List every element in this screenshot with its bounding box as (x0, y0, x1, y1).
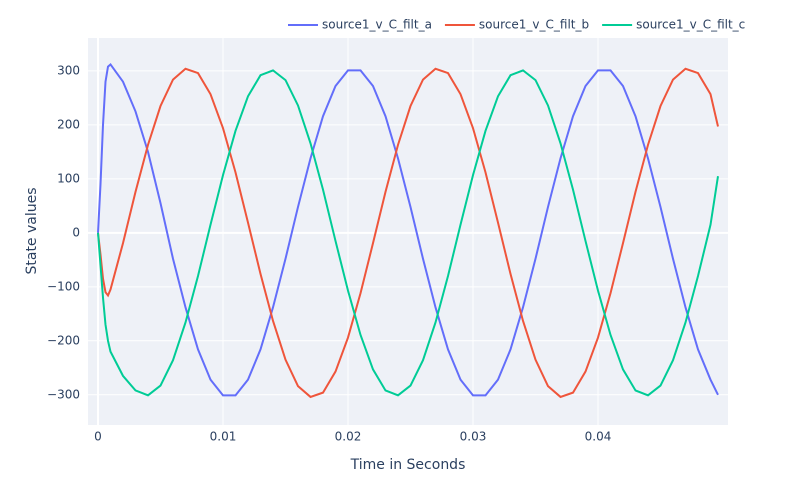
line (97, 62, 719, 397)
y-tick-label: 100 (57, 171, 80, 185)
x-axis-title: Time in Seconds (350, 457, 466, 473)
legend: source1_v_C_filt_a source1_v_C_filt_b sour… (282, 14, 759, 38)
x-tick-label: 0.04 (585, 430, 612, 444)
y-tick-label: −200 (47, 333, 80, 347)
x-tick-label: 0.01 (210, 430, 237, 444)
y-tick-label: 0 (72, 225, 80, 239)
y-tick-label: 200 (57, 117, 80, 131)
legend-label: source1_v_C_filt_b (479, 18, 589, 32)
x-tick-label: 0 (94, 430, 102, 444)
y-tick-label: 300 (57, 63, 80, 77)
legend-background (282, 14, 759, 38)
line (97, 69, 719, 397)
line (97, 67, 719, 399)
y-tick-label: −100 (47, 279, 80, 293)
plot-background (88, 38, 728, 425)
legend-label: source1_v_C_filt_c (636, 18, 745, 32)
x-tick-label: 0.03 (460, 430, 487, 444)
legend-label: source1_v_C_filt_a (322, 18, 432, 32)
y-tick-label: −300 (47, 387, 80, 401)
y-axis-title: State values (24, 187, 40, 274)
x-tick-label: 0.02 (335, 430, 362, 444)
